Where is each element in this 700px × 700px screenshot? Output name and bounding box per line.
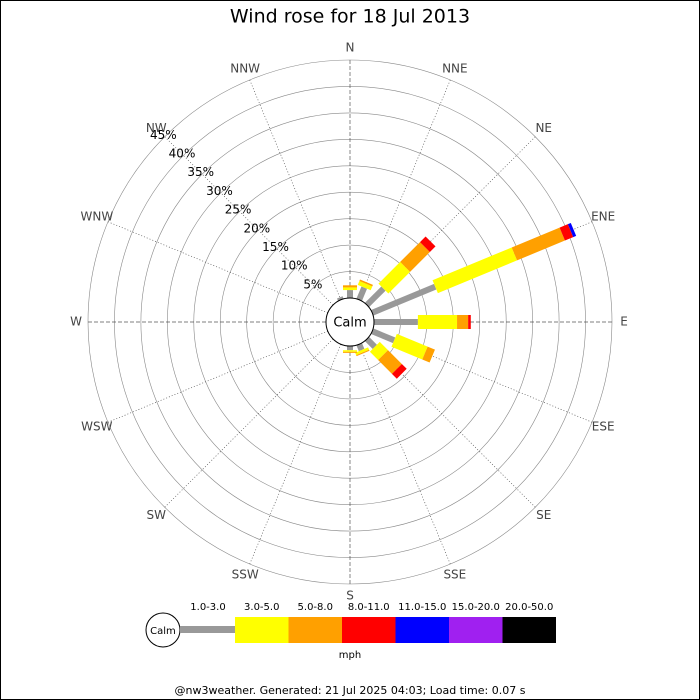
- legend-swatch: [502, 617, 556, 643]
- wind-segment: [400, 242, 430, 272]
- wind-segment: [511, 227, 565, 261]
- units-label: mph: [339, 650, 361, 661]
- legend-swatch: [449, 617, 503, 643]
- legend-swatch: [395, 617, 449, 643]
- spoke: [164, 338, 334, 508]
- direction-label: N: [346, 41, 355, 55]
- direction-label: NW: [146, 121, 167, 135]
- direction-label: S: [346, 589, 354, 603]
- wind-segment: [347, 346, 353, 351]
- legend-swatch: [288, 617, 342, 643]
- wind-segment: [374, 319, 418, 325]
- direction-label: W: [70, 315, 82, 329]
- wind-segment: [356, 286, 368, 301]
- footer: @nw3weather. Generated: 21 Jul 2025 04:0…: [175, 684, 526, 697]
- wind-segment: [337, 296, 344, 301]
- y-tick-label: 20%: [243, 221, 270, 235]
- wind-segment: [417, 315, 458, 329]
- wind-segment: [432, 247, 518, 294]
- wind-segment: [343, 351, 357, 353]
- wind-segment: [559, 224, 574, 241]
- legend-swatch: [342, 617, 396, 643]
- wind-segment: [343, 287, 357, 291]
- legend: Calm 1.0-3.0 3.0-5.0 5.0-8.0 8.0-11.0 11.0-1…: [145, 602, 556, 648]
- direction-label: SE: [536, 508, 551, 522]
- wind-segment: [378, 350, 402, 374]
- wind-segment: [347, 290, 353, 298]
- spoke: [358, 344, 451, 565]
- spoke: [164, 136, 334, 306]
- spoke: [107, 330, 328, 423]
- spoke: [249, 344, 342, 565]
- legend-calm-label: Calm: [150, 626, 176, 637]
- wind-segment: [359, 279, 373, 287]
- y-tick-label: 25%: [225, 203, 252, 217]
- legend-label: 20.0-50.0: [505, 602, 553, 613]
- legend-label: 8.0-11.0: [348, 602, 390, 613]
- spoke: [107, 221, 328, 314]
- legend-swatch: [235, 617, 289, 643]
- y-tick-label: 15%: [262, 240, 289, 254]
- spoke: [249, 79, 342, 300]
- spoke: [358, 79, 451, 300]
- wind-segment: [343, 285, 357, 288]
- wind-segment: [356, 349, 370, 357]
- direction-label: NE: [535, 121, 552, 135]
- chart-title: Wind rose for 18 Jul 2013: [230, 6, 470, 28]
- wind-segment: [378, 261, 411, 294]
- legend-label: 15.0-20.0: [452, 602, 500, 613]
- direction-label: E: [620, 315, 628, 329]
- wind-segment: [371, 328, 396, 344]
- legend-label: 11.0-15.0: [398, 602, 446, 613]
- y-tick-label: 35%: [187, 165, 214, 179]
- wind-segment: [391, 363, 407, 379]
- wind-segment: [356, 343, 365, 352]
- wind-segment: [355, 347, 370, 356]
- direction-label: WNW: [80, 210, 113, 224]
- wind-segment: [419, 236, 436, 253]
- y-tick-label: 10%: [281, 259, 308, 273]
- wind-segment: [371, 283, 437, 316]
- direction-label: NNW: [230, 61, 260, 75]
- direction-label: ENE: [591, 210, 615, 224]
- legend-label: 5.0-8.0: [298, 602, 333, 613]
- direction-label: SSW: [232, 568, 259, 582]
- direction-label: WSW: [81, 419, 112, 433]
- wind-segment: [391, 333, 428, 360]
- wind-segment: [457, 315, 469, 329]
- direction-label: ESE: [592, 419, 615, 433]
- legend-label: 3.0-5.0: [244, 602, 279, 613]
- y-tick-label: 30%: [206, 184, 233, 198]
- wind-segment: [369, 341, 389, 361]
- bars: [325, 222, 577, 379]
- wind-segment: [468, 315, 471, 329]
- grid: 5% 10% 15% 20% 25% 30% 35% 40% 45% N NNE NE ENE E ESE S…: [70, 41, 628, 603]
- wind-segment: [364, 336, 377, 349]
- wind-segment: [422, 346, 435, 363]
- direction-label: NNE: [442, 61, 468, 75]
- y-tick-label: 40%: [169, 147, 196, 161]
- y-tick-label: 5%: [303, 277, 322, 291]
- calm-label: Calm: [333, 316, 366, 331]
- wind-segment: [357, 281, 373, 291]
- legend-swatch: [180, 626, 235, 633]
- legend-label: 1.0-3.0: [190, 602, 225, 613]
- grid-ring: [140, 112, 560, 532]
- wind-segment: [343, 350, 357, 352]
- direction-label: SSE: [443, 568, 466, 582]
- direction-label: SW: [147, 508, 167, 522]
- y-tick-label: 45%: [150, 128, 177, 142]
- calm-circle: [325, 297, 375, 347]
- wind-segment: [567, 222, 577, 238]
- wind-segment: [364, 286, 386, 308]
